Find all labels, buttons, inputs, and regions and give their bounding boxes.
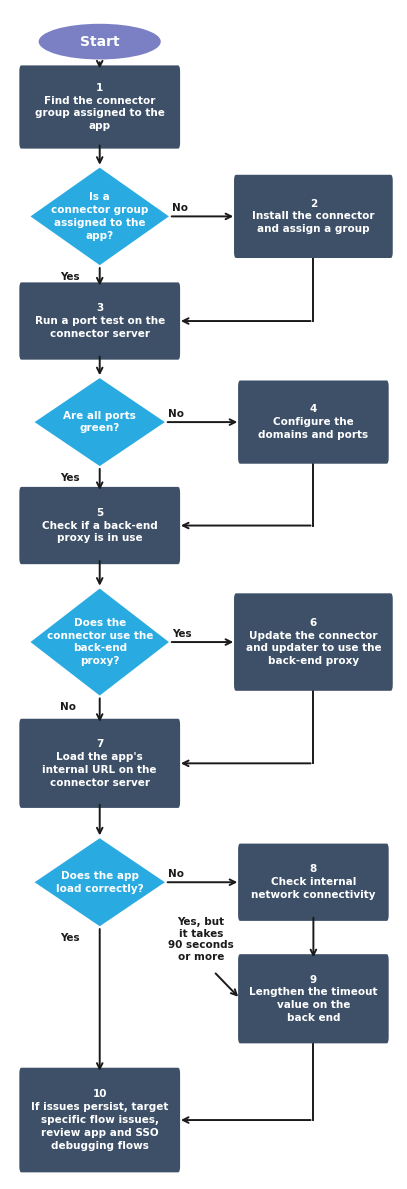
FancyBboxPatch shape <box>234 593 393 691</box>
FancyBboxPatch shape <box>19 283 180 359</box>
Text: 4
Configure the
domains and ports: 4 Configure the domains and ports <box>258 404 368 440</box>
Text: 5
Check if a back-end
proxy is in use: 5 Check if a back-end proxy is in use <box>42 508 158 543</box>
Text: 8
Check internal
network connectivity: 8 Check internal network connectivity <box>251 864 376 900</box>
Text: 1
Find the connector
group assigned to the
app: 1 Find the connector group assigned to t… <box>35 83 165 131</box>
Ellipse shape <box>39 24 161 59</box>
Polygon shape <box>31 168 169 265</box>
Text: Yes: Yes <box>60 272 80 282</box>
FancyBboxPatch shape <box>19 487 180 564</box>
Text: No: No <box>168 409 184 419</box>
Text: Yes, but
it takes
90 seconds
or more: Yes, but it takes 90 seconds or more <box>168 917 234 962</box>
Text: Does the
connector use the
back-end
proxy?: Does the connector use the back-end prox… <box>46 618 153 666</box>
FancyBboxPatch shape <box>19 1068 180 1172</box>
Text: No: No <box>172 203 188 213</box>
Text: Yes: Yes <box>60 933 80 943</box>
Text: Yes: Yes <box>172 629 192 638</box>
Polygon shape <box>35 378 165 466</box>
Text: 2
Install the connector
and assign a group: 2 Install the connector and assign a gro… <box>252 199 374 234</box>
Text: Is a
connector group
assigned to the
app?: Is a connector group assigned to the app… <box>51 193 149 240</box>
Text: No: No <box>60 703 76 712</box>
Text: 7
Load the app's
internal URL on the
connector server: 7 Load the app's internal URL on the con… <box>42 740 157 787</box>
Text: 10
If issues persist, target
specific flow issues,
review app and SSO
debugging : 10 If issues persist, target specific fl… <box>31 1089 168 1151</box>
Text: 6
Update the connector
and updater to use the
back-end proxy: 6 Update the connector and updater to us… <box>245 618 381 666</box>
FancyBboxPatch shape <box>234 175 393 258</box>
Text: No: No <box>168 869 184 879</box>
FancyBboxPatch shape <box>19 718 180 809</box>
FancyBboxPatch shape <box>238 844 389 920</box>
FancyBboxPatch shape <box>238 380 389 464</box>
Polygon shape <box>31 589 169 696</box>
Text: 9
Lengthen the timeout
value on the
back end: 9 Lengthen the timeout value on the back… <box>249 975 378 1023</box>
Text: Does the app
load correctly?: Does the app load correctly? <box>56 870 144 894</box>
Polygon shape <box>35 838 165 926</box>
Text: Start: Start <box>80 34 120 49</box>
FancyBboxPatch shape <box>238 954 389 1044</box>
Text: Yes: Yes <box>60 473 80 483</box>
FancyBboxPatch shape <box>19 65 180 149</box>
Text: 3
Run a port test on the
connector server: 3 Run a port test on the connector serve… <box>35 303 165 339</box>
Text: Are all ports
green?: Are all ports green? <box>63 410 136 434</box>
